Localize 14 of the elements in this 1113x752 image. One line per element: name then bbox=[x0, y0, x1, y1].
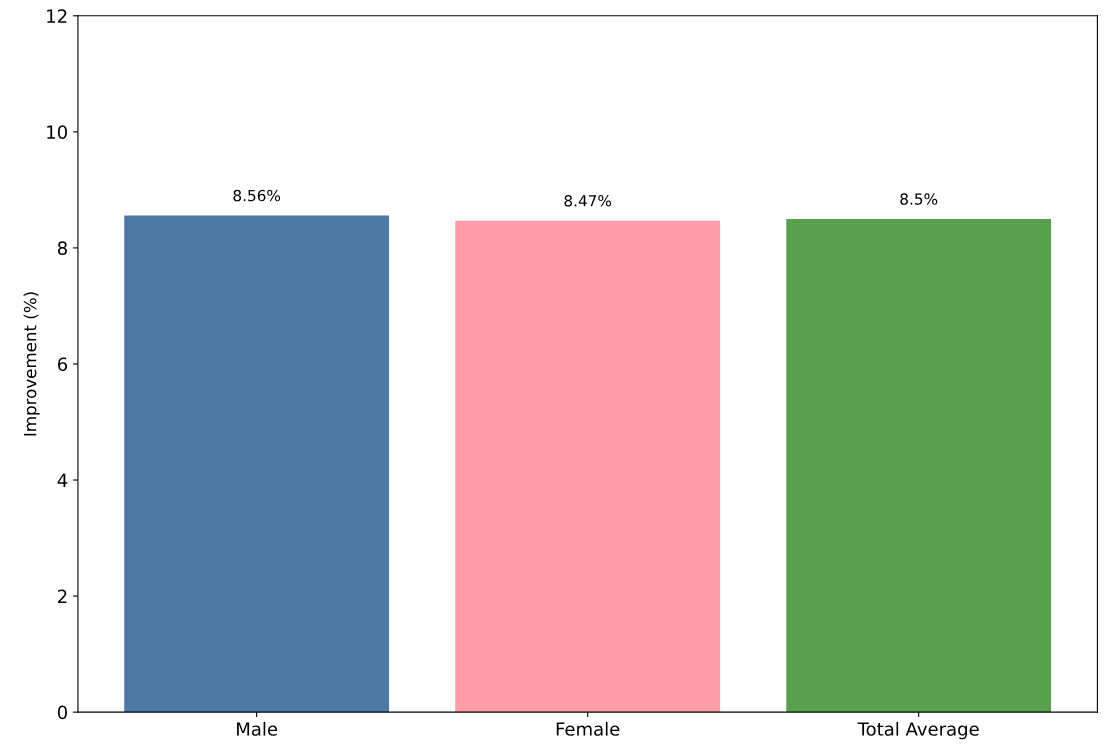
data-label: 8.47% bbox=[564, 195, 612, 207]
y-axis-title: Improvement (%) bbox=[23, 292, 40, 436]
y-tick-label: 10 bbox=[47, 125, 67, 139]
y-tick-label: 0 bbox=[57, 705, 67, 720]
y-tick-label: 12 bbox=[47, 9, 67, 23]
y-tick-label: 8 bbox=[57, 241, 67, 256]
data-label: 8.5% bbox=[900, 193, 938, 205]
x-tick-label: Total Average bbox=[857, 721, 979, 740]
y-tick-label: 2 bbox=[58, 589, 67, 603]
y-tick-label: 6 bbox=[57, 357, 68, 372]
x-tick-label: Female bbox=[556, 721, 620, 736]
x-tick-label: Male bbox=[237, 721, 278, 736]
data-label: 8.56% bbox=[233, 189, 281, 202]
y-tick-label: 4 bbox=[57, 473, 68, 487]
